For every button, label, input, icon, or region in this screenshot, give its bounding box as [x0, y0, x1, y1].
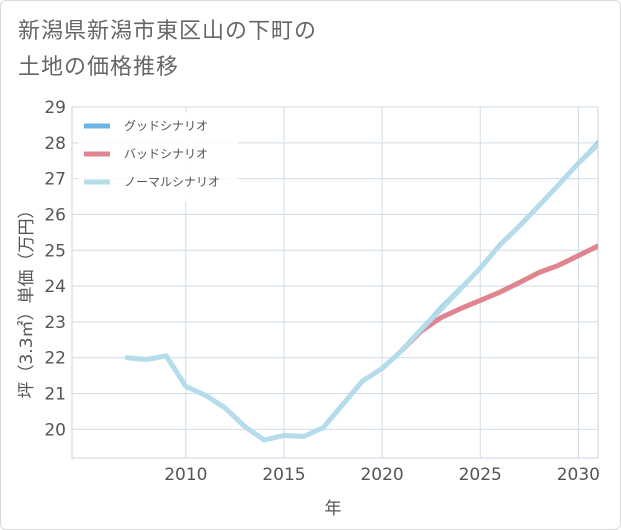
y-tick-label: 27 [44, 170, 66, 190]
x-tick-label: 2010 [164, 465, 207, 485]
series-line-2 [399, 243, 598, 354]
series-lines [124, 140, 598, 443]
y-tick-label: 25 [44, 241, 66, 261]
x-tick-label: 2015 [262, 465, 305, 485]
y-tick-label: 21 [44, 385, 66, 405]
series-line-3 [124, 142, 598, 443]
legend-label-1: グッドシナリオ [124, 119, 208, 133]
chart-title: 新潟県新潟市東区山の下町の 土地の価格推移 [18, 14, 317, 86]
chart-title-line1: 新潟県新潟市東区山の下町の [18, 19, 318, 44]
x-tick-label: 2020 [360, 465, 403, 485]
y-tick-label: 20 [44, 420, 66, 440]
x-tick-label: 2025 [459, 465, 502, 485]
axes: 20 21 22 23 24 25 26 27 28 29 2010 2015 2020 2025 2030 [44, 98, 600, 485]
y-tick-label: 26 [44, 205, 66, 225]
legend-label-3: ノーマルシナリオ [124, 175, 220, 189]
y-tick-label: 23 [44, 313, 66, 333]
x-tick-label: 2030 [557, 465, 600, 485]
y-tick-label: 24 [44, 277, 66, 297]
y-axis-title: 坪（3.3㎡）単価（万円） [17, 201, 37, 398]
chart-title-line2: 土地の価格推移 [18, 55, 180, 80]
y-tick-label: 28 [44, 134, 66, 154]
legend-label-2: バッドシナリオ [124, 147, 208, 161]
x-axis-title: 年 [325, 499, 342, 519]
y-tick-label: 22 [44, 349, 66, 369]
y-tick-label: 29 [44, 98, 66, 118]
